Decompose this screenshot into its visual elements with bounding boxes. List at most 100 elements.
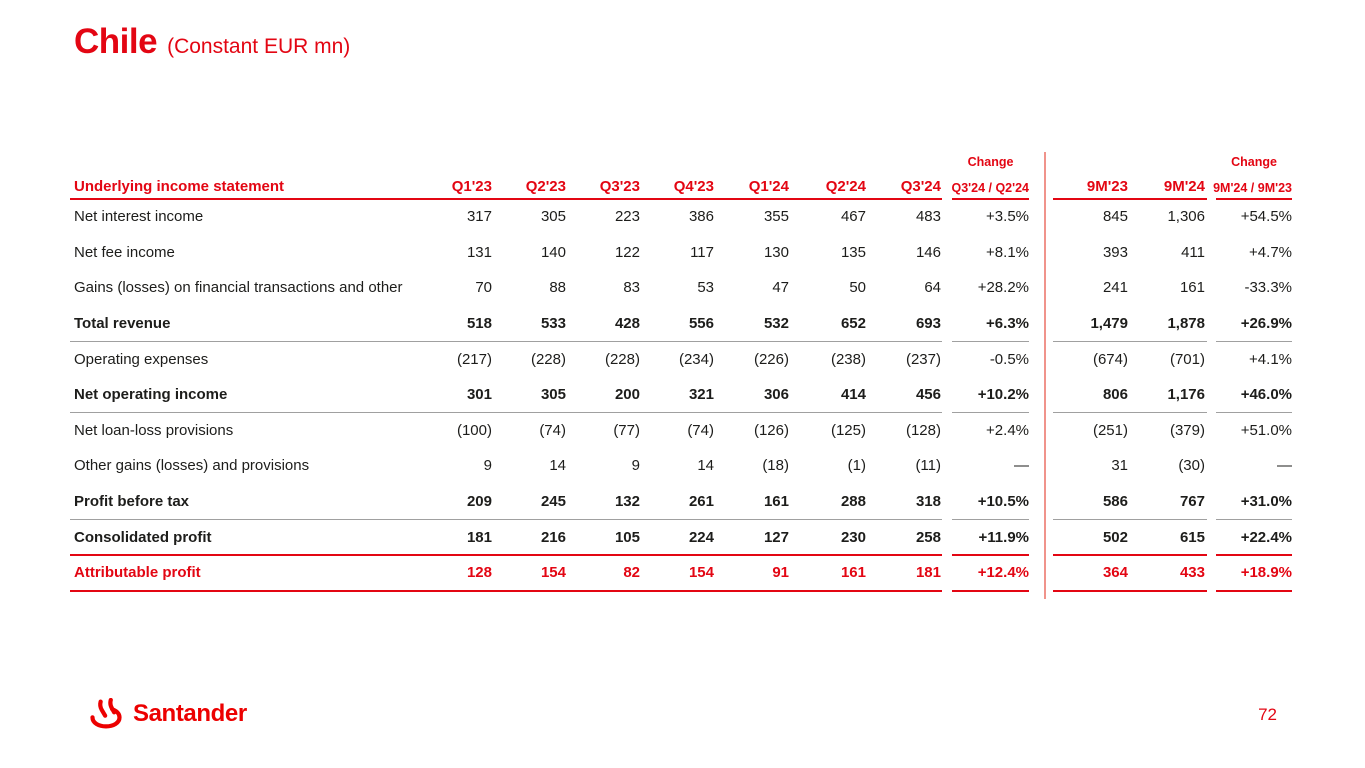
header-9m23: 9M'23 [1086, 178, 1128, 195]
value-cell: 1,176 [1167, 386, 1205, 404]
change-cell: +6.3% [986, 315, 1029, 333]
value-cell: 433 [1179, 564, 1205, 582]
value-cell: 181 [466, 528, 492, 546]
value-cell: 533 [540, 315, 566, 333]
value-cell: 1,479 [1090, 315, 1128, 333]
row-label: Total revenue [74, 315, 171, 333]
header-q3-24: Q3'24 [900, 178, 941, 195]
change-cell: +12.4% [977, 564, 1029, 582]
change-cell: +2.4% [986, 421, 1029, 439]
change-cell: +4.7% [1249, 243, 1292, 261]
row-label: Net interest income [74, 208, 204, 226]
value-cell: 70 [475, 279, 492, 297]
value-cell: (74) [687, 421, 714, 439]
income-statement-table: Change Change Underlying income statemen… [70, 152, 1295, 599]
change-cell: +54.5% [1240, 208, 1292, 226]
value-cell: 306 [763, 386, 789, 404]
page-subtitle: (Constant EUR mn) [167, 35, 351, 58]
value-cell: 393 [1102, 243, 1128, 261]
table-row-profit-before-tax: Profit before tax 209 245 132 261 161 288 318 … [70, 484, 1295, 520]
value-cell: 241 [1102, 279, 1128, 297]
change-cell: -0.5% [989, 350, 1029, 368]
change-cell: +10.5% [977, 493, 1029, 511]
value-cell: 161 [763, 493, 789, 511]
value-cell: 9 [483, 457, 492, 475]
value-cell: (226) [753, 350, 789, 368]
table-row-net-interest-income: Net interest income 317 305 223 386 355 467 48… [70, 199, 1295, 235]
change-cell: +22.4% [1240, 528, 1292, 546]
change-cell: +51.0% [1240, 421, 1292, 439]
table-row-gains-losses: Gains (losses) on financial transactions… [70, 270, 1295, 306]
value-cell: (11) [915, 457, 941, 475]
value-cell: 258 [915, 528, 941, 546]
table-row-net-loan-loss-provisions: Net loan-loss provisions (100) (74) (77) (7… [70, 413, 1295, 449]
table-header-row: Underlying income statement Q1'23 Q2'23 … [70, 173, 1295, 199]
value-cell: 91 [772, 564, 789, 582]
value-cell: 364 [1102, 564, 1128, 582]
value-cell: 483 [915, 208, 941, 226]
value-cell: 216 [540, 528, 566, 546]
value-cell: 82 [623, 564, 640, 582]
value-cell: (30) [1178, 457, 1205, 475]
value-cell: (228) [604, 350, 640, 368]
header-q2-24: Q2'24 [825, 178, 866, 195]
value-cell: 1,878 [1167, 315, 1205, 333]
value-cell: 224 [688, 528, 714, 546]
change-cell: +8.1% [986, 243, 1029, 261]
value-cell: 615 [1179, 528, 1205, 546]
table-row-consolidated-profit: Consolidated profit 181 216 105 224 127 230 25… [70, 519, 1295, 555]
value-cell: 14 [697, 457, 714, 475]
header-q2-23: Q2'23 [525, 178, 566, 195]
value-cell: 806 [1102, 386, 1128, 404]
header-change-row: Change Change [70, 155, 1295, 173]
vertical-divider [1044, 152, 1046, 599]
row-label: Profit before tax [74, 493, 190, 511]
value-cell: 131 [466, 243, 492, 261]
row-label: Net operating income [74, 386, 228, 404]
value-cell: (126) [753, 421, 789, 439]
change-cell: +11.9% [978, 528, 1029, 546]
value-cell: (379) [1169, 421, 1205, 439]
value-cell: 467 [840, 208, 866, 226]
value-cell: 502 [1102, 528, 1128, 546]
table-row-net-operating-income: Net operating income 301 305 200 321 306 414 4… [70, 377, 1295, 413]
santander-flame-icon [90, 698, 122, 729]
change-cell: — [1014, 457, 1029, 475]
value-cell: (228) [530, 350, 566, 368]
value-cell: 64 [924, 279, 941, 297]
value-cell: (237) [905, 350, 941, 368]
value-cell: 230 [840, 528, 866, 546]
value-cell: 518 [466, 315, 492, 333]
value-cell: 414 [840, 386, 866, 404]
value-cell: 128 [466, 564, 492, 582]
header-q1-23: Q1'23 [451, 178, 492, 195]
change-cell: +26.9% [1240, 315, 1292, 333]
value-cell: 261 [688, 493, 714, 511]
value-cell: 532 [763, 315, 789, 333]
header-label: Underlying income statement [74, 178, 285, 195]
table-row-net-fee-income: Net fee income 131 140 122 117 130 135 146 +8.… [70, 235, 1295, 271]
value-cell: 456 [915, 386, 941, 404]
value-cell: 355 [763, 208, 789, 226]
value-cell: 245 [540, 493, 566, 511]
value-cell: 386 [688, 208, 714, 226]
value-cell: (1) [847, 457, 866, 475]
value-cell: (125) [830, 421, 866, 439]
value-cell: (74) [539, 421, 566, 439]
row-label: Consolidated profit [74, 528, 212, 546]
row-label: Attributable profit [74, 564, 201, 582]
value-cell: 146 [915, 243, 941, 261]
value-cell: 428 [614, 315, 640, 333]
change-cell: +28.2% [977, 279, 1029, 297]
value-cell: 288 [840, 493, 866, 511]
value-cell: (234) [678, 350, 714, 368]
value-cell: 105 [614, 528, 640, 546]
value-cell: 9 [631, 457, 640, 475]
row-label: Net fee income [74, 243, 175, 261]
change-cell: — [1277, 457, 1292, 475]
change-9m-title: Change [1231, 155, 1277, 169]
header-change-q-sub: Q3'24 / Q2'24 [951, 181, 1029, 195]
row-label: Gains (losses) on financial transactions… [74, 279, 403, 297]
row-label: Operating expenses [74, 350, 209, 368]
value-cell: (217) [456, 350, 492, 368]
